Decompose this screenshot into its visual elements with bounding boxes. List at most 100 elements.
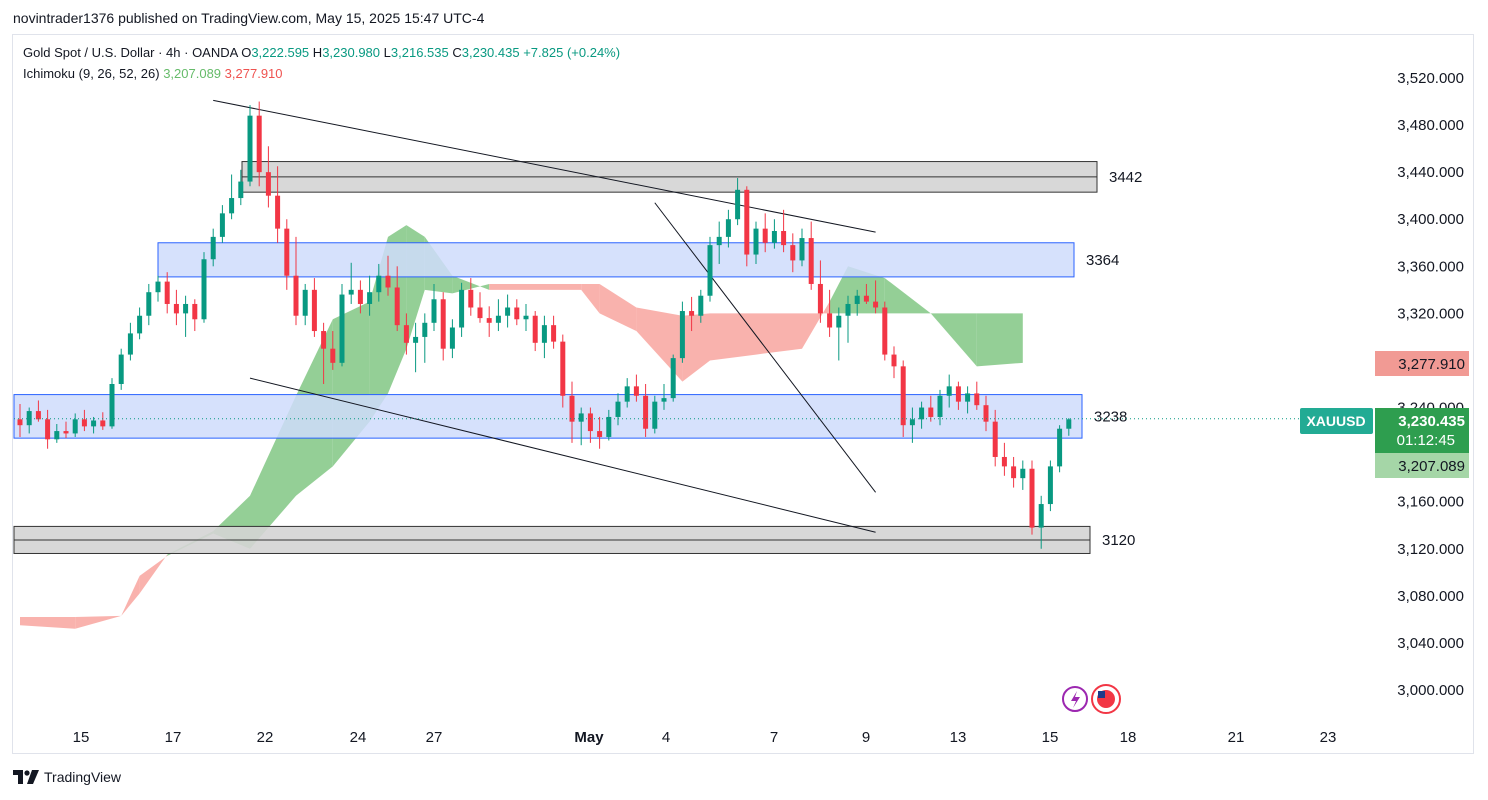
cloud-segment [710, 313, 756, 361]
candle-body [716, 236, 722, 246]
candle-body [1066, 419, 1072, 429]
candle-body [1001, 456, 1007, 467]
candle-body [532, 315, 538, 343]
time-tick: 17 [165, 729, 182, 746]
trendline [654, 202, 876, 493]
cloud-segment [139, 554, 168, 594]
span-a-value: 3,207.089 [1398, 458, 1465, 475]
cloud-segment [930, 313, 977, 367]
time-tick: 13 [950, 729, 967, 746]
lightning-glyph [1071, 691, 1080, 708]
cloud-segment [489, 283, 526, 290]
cloud-segment [20, 617, 76, 629]
symbol-tag: XAUUSD [1300, 408, 1373, 434]
high-label: H [312, 45, 323, 60]
candle-body [983, 405, 989, 422]
candle-body [367, 292, 373, 304]
candle-body [551, 325, 557, 342]
candle-body [900, 366, 906, 426]
candle-body [633, 386, 639, 396]
candle-body [118, 354, 124, 384]
close-value: 3,230.435 [461, 45, 520, 60]
candle-body [882, 307, 888, 355]
candle-body [725, 219, 731, 237]
cloud-segment [75, 615, 122, 629]
price-tick: 3,040.000 [1397, 635, 1464, 652]
candle-body [863, 295, 869, 302]
time-tick: 7 [770, 729, 778, 746]
trendline [249, 377, 876, 533]
candle-body [17, 419, 23, 426]
symbol-tag-text: XAUUSD [1306, 413, 1365, 429]
candle-body [1057, 428, 1063, 467]
span-a-bg [1375, 453, 1469, 478]
candle-body [63, 431, 69, 434]
candle-body [348, 289, 354, 295]
price-tick: 3,160.000 [1397, 494, 1464, 511]
time-tick: May [574, 729, 604, 746]
candle-body [1038, 504, 1044, 528]
candle-body [771, 231, 777, 243]
candle-body [413, 336, 419, 343]
candle-body [127, 333, 133, 355]
time-tick: 24 [350, 729, 367, 746]
candle-body [45, 419, 51, 440]
candle-body [256, 115, 262, 173]
open-label: O [241, 45, 252, 60]
tradingview-logo-icon [13, 770, 39, 784]
candle-body [643, 395, 649, 429]
candle-body [495, 315, 501, 323]
candle-body [155, 281, 161, 293]
event-icons[interactable] [1062, 684, 1121, 714]
candle-body [238, 181, 244, 199]
candle-body [26, 411, 32, 426]
high-value: 3,230.980 [322, 45, 381, 60]
candle-body [615, 401, 621, 417]
cloud-segment [121, 575, 140, 616]
candle-body [928, 407, 934, 417]
cloud-segment [332, 301, 370, 467]
candle-body [689, 311, 695, 316]
candle-body [1020, 468, 1026, 479]
cloud-segment [369, 236, 388, 422]
tradingview-logo[interactable]: TradingView [13, 769, 121, 785]
candle-body [403, 325, 409, 343]
candle-body [275, 195, 281, 229]
candle-body [505, 307, 511, 316]
price-tag: 3,230.435 01:12:45 [1375, 408, 1469, 453]
candle-body [449, 327, 455, 349]
cloud-segment [829, 266, 848, 314]
low-label: L [383, 45, 391, 60]
price-tick: 3,480.000 [1397, 117, 1464, 134]
candle-body [541, 325, 547, 343]
indicator-legend[interactable]: Ichimoku (9, 26, 52, 26) 3,207.089 3,277… [23, 66, 283, 81]
candle-body [937, 395, 943, 417]
candle-body [799, 238, 805, 261]
candle-body [91, 420, 97, 427]
candle-body [357, 289, 363, 304]
candle-body [827, 313, 833, 328]
candle-body [854, 295, 860, 304]
candle-body [183, 303, 189, 314]
candle-body [72, 419, 78, 434]
candle-body [431, 299, 437, 323]
candle-body [946, 386, 952, 396]
cloud-segment [756, 313, 802, 355]
cloud-segment [884, 278, 931, 314]
candle-body [523, 315, 529, 320]
candle-body [229, 198, 235, 214]
candle-body [514, 307, 520, 320]
indicator-value-1: 3,207.089 [163, 66, 222, 81]
candle-body [339, 294, 345, 363]
price-tag-countdown: 01:12:45 [1397, 432, 1455, 449]
candle-body [330, 348, 336, 363]
candle-body [744, 189, 750, 255]
candle-body [247, 115, 253, 182]
zone-label: 3120 [1102, 532, 1135, 549]
zone-label: 3238 [1094, 408, 1127, 425]
change-value: +7.825 (+0.24%) [523, 45, 621, 60]
cloud-segment [581, 283, 600, 314]
candle-body [137, 315, 143, 334]
candle-body [173, 303, 179, 314]
